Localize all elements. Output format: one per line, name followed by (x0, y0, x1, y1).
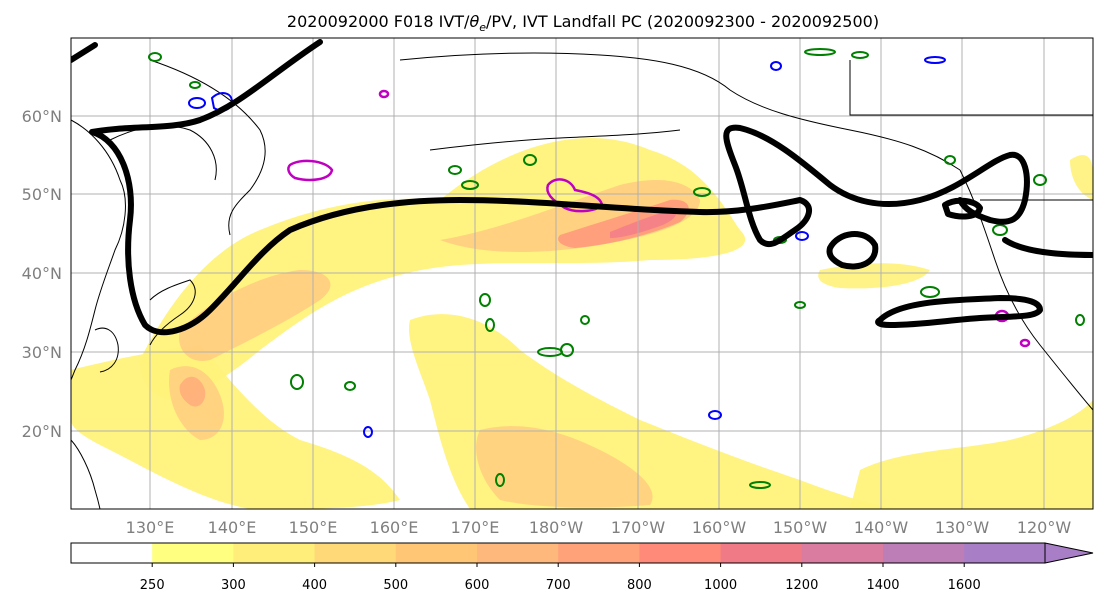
colorbar-tick-label: 1000 (704, 578, 737, 593)
colorbar-tick-label: 800 (627, 578, 652, 593)
lon-label-130w: 130°W (935, 518, 990, 537)
ivt-patch-mid (818, 263, 930, 289)
colorbar-tick-label: 400 (302, 578, 327, 593)
colorbar-tick-label: 1400 (866, 578, 899, 593)
coast-philippines (71, 439, 101, 509)
map-frame (70, 37, 1094, 510)
lat-label-30n: 30°N (22, 343, 62, 362)
colorbar-segment (883, 543, 965, 563)
lon-label-180w: 180°W (529, 518, 584, 537)
lon-label-170e: 170°E (451, 518, 500, 537)
ivt-band-peak (610, 210, 676, 238)
colorbar-segment (964, 543, 1046, 563)
lat-label-50n: 50°N (22, 185, 62, 204)
ivt-patch-ne (1070, 155, 1093, 200)
colorbar-segment (314, 543, 397, 563)
lat-label-40n: 40°N (22, 264, 62, 283)
lat-label-20n: 20°N (22, 422, 62, 441)
colorbar-segment (395, 543, 478, 563)
colorbar-segment (720, 543, 803, 563)
colorbar-tick-label: 1200 (785, 578, 818, 593)
colorbar: 250 300 400 500 600 700 800 1000 1200 1400 1600 (70, 542, 1094, 593)
lon-label-150w: 150°W (773, 518, 828, 537)
lat-label-60n: 60°N (22, 107, 62, 126)
coast-canada-border (849, 60, 1093, 116)
latitude-labels: 60°N 50°N 40°N 30°N 20°N (22, 107, 62, 441)
colorbar-extend-arrow (1044, 542, 1094, 564)
colorbar-segment (558, 543, 640, 563)
lon-label-170w: 170°W (611, 518, 666, 537)
coast-korea (94, 327, 119, 373)
colorbar-segment (233, 543, 316, 563)
pc-contour-main (71, 39, 1030, 336)
coast-kamchatka (149, 59, 266, 236)
ivt-band-mid-central (476, 426, 653, 508)
lon-label-150e: 150°E (289, 518, 338, 537)
lon-label-120w: 120°W (1017, 518, 1072, 537)
colorbar-tick-label: 300 (221, 578, 246, 593)
colorbar-segment (801, 543, 884, 563)
ivt-band-light-east (850, 400, 1093, 509)
colorbar-segment (71, 543, 153, 563)
coast-asia (71, 119, 126, 381)
colorbar-tick-label: 700 (546, 578, 571, 593)
longitude-labels: 130°E 140°E 150°E 160°E 170°E 180°W 170°… (126, 518, 1072, 537)
graticule (71, 38, 1093, 509)
lon-label-140e: 140°E (208, 518, 257, 537)
ivt-band-light-south (71, 345, 400, 509)
colorbar-tick-label: 500 (383, 578, 408, 593)
colorbar-tick-label: 250 (140, 578, 165, 593)
coastlines (71, 52, 1093, 509)
colorbar-tick-label: 600 (465, 578, 490, 593)
ivt-spot-west (179, 376, 206, 407)
lon-label-140w: 140°W (854, 518, 909, 537)
colorbar-ticks: 250 300 400 500 600 700 800 1000 1200 1400 1600 (140, 563, 981, 593)
pc-contour-loop-ring (826, 231, 879, 270)
pc-contour-east-arc (1002, 237, 1093, 258)
map-panel (71, 38, 1093, 509)
colorbar-segments (71, 543, 1046, 563)
colorbar-segment (639, 543, 722, 563)
figure-title: 2020092000 F018 IVT/θe/PV, IVT Landfall … (287, 12, 879, 34)
coast-alaska (399, 52, 961, 171)
coast-okhotsk (109, 125, 217, 181)
lon-label-160e: 160°E (370, 518, 419, 537)
ivt-band-mid-west (179, 270, 331, 361)
lon-label-160w: 160°W (692, 518, 747, 537)
colorbar-segment (477, 543, 559, 563)
colorbar-segment (152, 543, 234, 563)
pc-contour-east-band (875, 295, 1043, 328)
coast-aleutians (429, 129, 681, 151)
lon-label-130e: 130°E (126, 518, 175, 537)
pc-contour-loop-small (942, 197, 983, 220)
landfall-pc-contours (71, 39, 1093, 336)
colorbar-tick-label: 1600 (948, 578, 981, 593)
